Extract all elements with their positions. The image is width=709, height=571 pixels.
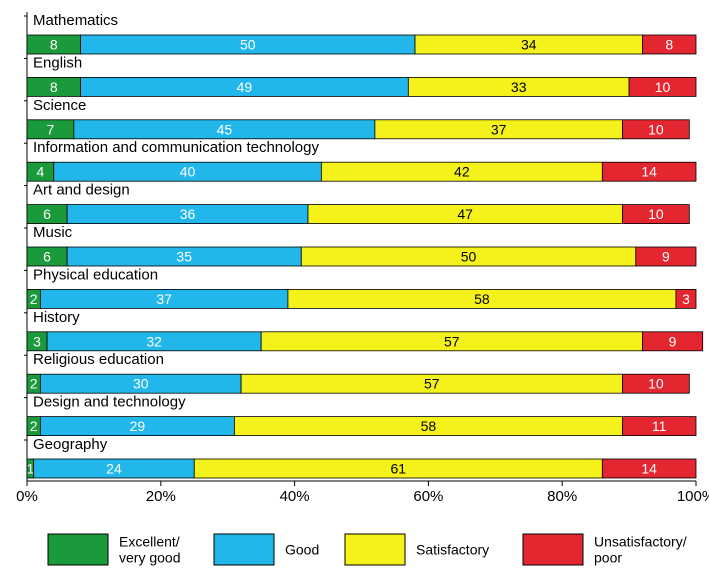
data-label: 6 (43, 249, 51, 265)
bar-segment-unsatisfactory-poor (622, 204, 690, 225)
category-label: Music (33, 224, 73, 241)
data-label: 30 (133, 376, 149, 392)
data-label: 24 (106, 461, 122, 477)
data-label: 49 (237, 79, 253, 95)
legend-label: Satisfactory (416, 542, 489, 558)
legend-label: Excellent/ (119, 534, 180, 550)
legend-label: Good (285, 542, 319, 558)
data-label: 11 (652, 418, 667, 434)
category-label: English (33, 54, 82, 71)
bar-segment-unsatisfactory-poor (601, 161, 697, 182)
legend-label: Unsatisfactory/ (594, 534, 687, 550)
data-label: 2 (30, 418, 38, 434)
data-label: 33 (511, 79, 527, 95)
bar-segment-unsatisfactory-poor (642, 331, 704, 352)
x-tick-label: 0% (16, 488, 38, 505)
legend-swatch-excellent-very-good (47, 533, 109, 566)
category-label: Religious education (33, 351, 164, 368)
category-label: Physical education (33, 266, 158, 283)
data-label: 58 (474, 291, 490, 307)
legend-swatch-good (213, 533, 275, 566)
x-tick-label: 60% (413, 488, 443, 505)
category-label: Design and technology (33, 394, 186, 411)
data-label: 9 (669, 333, 677, 349)
data-label: 6 (43, 206, 51, 222)
data-label: 47 (457, 206, 473, 222)
bar-segment-unsatisfactory-poor (635, 246, 697, 267)
category-label: History (33, 309, 80, 326)
data-label: 10 (648, 376, 664, 392)
category-label: Art and design (33, 182, 130, 199)
bar-segment-unsatisfactory-poor (622, 416, 697, 437)
data-label: 8 (50, 79, 58, 95)
category-label: Geography (33, 436, 108, 453)
legend-swatch-unsatisfactory-poor (522, 533, 584, 566)
data-label: 14 (641, 461, 657, 477)
legend-label: very good (119, 550, 180, 566)
x-tick-label: 80% (547, 488, 577, 505)
bar-segment-unsatisfactory-poor (622, 119, 690, 140)
data-label: 8 (50, 37, 58, 53)
data-label: 3 (33, 333, 41, 349)
data-label: 8 (665, 37, 673, 53)
data-label: 3 (682, 291, 690, 307)
data-label: 57 (424, 376, 440, 392)
data-label: 50 (461, 249, 477, 265)
data-label: 50 (240, 37, 256, 53)
data-label: 37 (491, 121, 507, 137)
data-label: 42 (454, 164, 470, 180)
data-label: 4 (36, 164, 44, 180)
data-label: 36 (180, 206, 196, 222)
bar-segment-unsatisfactory-poor (642, 34, 697, 55)
data-label: 61 (391, 461, 407, 477)
data-label: 10 (648, 206, 664, 222)
x-tick-label: 40% (280, 488, 310, 505)
category-label: Information and communication technology (33, 139, 319, 156)
data-label: 9 (662, 249, 670, 265)
data-label: 1 (26, 461, 34, 477)
data-label: 10 (648, 121, 664, 137)
bar-segment-unsatisfactory-poor (675, 288, 697, 309)
data-label: 34 (521, 37, 537, 53)
category-label: Mathematics (33, 12, 118, 29)
bar-segment-unsatisfactory-poor (622, 373, 690, 394)
x-tick-label: 100% (677, 488, 709, 505)
data-label: 57 (444, 333, 460, 349)
data-label: 2 (30, 376, 38, 392)
data-label: 7 (47, 121, 55, 137)
category-label: Science (33, 97, 86, 114)
x-tick-label: 20% (146, 488, 176, 505)
data-label: 37 (156, 291, 172, 307)
data-label: 29 (130, 418, 146, 434)
bar-segment-unsatisfactory-poor (628, 77, 697, 97)
data-label: 10 (655, 79, 671, 95)
bar-segment-unsatisfactory-poor (601, 458, 697, 479)
data-label: 58 (421, 418, 437, 434)
legend-label: poor (594, 550, 622, 566)
data-label: 40 (180, 164, 196, 180)
legend-swatch-satisfactory (344, 533, 406, 566)
data-label: 45 (217, 121, 233, 137)
data-label: 35 (176, 249, 192, 265)
data-label: 32 (146, 333, 162, 349)
data-label: 2 (30, 291, 38, 307)
data-label: 14 (641, 164, 657, 180)
